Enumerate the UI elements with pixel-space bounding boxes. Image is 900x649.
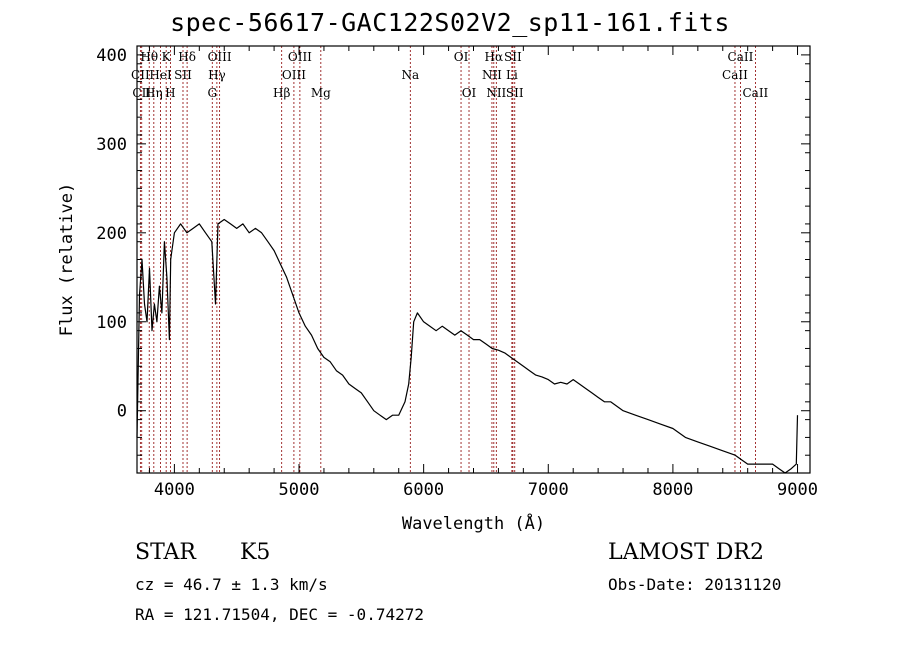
- spectral-line-label: Na: [401, 68, 419, 82]
- coordinates: RA = 121.71504, DEC = -0.74272: [135, 605, 424, 624]
- spectral-line-label: CII: [131, 68, 150, 82]
- spectral-line-label: OI: [462, 86, 477, 100]
- spectral-line-label: OIII: [288, 50, 312, 64]
- object-type: STAR: [135, 540, 196, 565]
- obs-date: Obs-Date: 20131120: [608, 575, 782, 594]
- chart-title: spec-56617-GAC122S02V2_sp11-161.fits: [170, 8, 730, 37]
- spectral-line-label: CII: [132, 86, 151, 100]
- spectral-line-label: SII: [174, 68, 192, 82]
- spectral-line-label: HeI: [149, 68, 172, 82]
- x-tick-label: 6000: [403, 480, 444, 500]
- x-axis-label: Wavelength (Å): [402, 512, 545, 534]
- spectral-line-label: Hα: [485, 50, 504, 64]
- y-tick-label: 300: [96, 135, 127, 155]
- spectral-line-label: CaII: [728, 50, 754, 64]
- x-tick-label: 8000: [652, 480, 693, 500]
- spectral-line-label: G: [207, 86, 217, 100]
- spectral-line-label: SII: [504, 50, 522, 64]
- spectral-line-label: Hθ: [140, 50, 158, 64]
- spectrum-line: [136, 218, 799, 474]
- y-axis-label: Flux (relative): [57, 183, 77, 337]
- x-tick-label: 5000: [279, 480, 320, 500]
- spectral-line-label: OIII: [208, 50, 232, 64]
- spectrum-series: [136, 218, 799, 474]
- spectral-line-label: SII: [506, 86, 524, 100]
- x-axis: 4000 5000 6000 7000 8000 9000: [148, 46, 818, 500]
- y-tick-label: 100: [96, 313, 127, 333]
- redshift-value: cz = 46.7 ± 1.3 km/s: [135, 575, 328, 594]
- plot-frame: [136, 45, 811, 474]
- spectral-line-label: Li: [506, 68, 518, 82]
- spectral-line-label: Hβ: [273, 86, 290, 100]
- y-tick-label: 0: [117, 402, 127, 422]
- spectral-line-markers: [139, 46, 756, 473]
- y-tick-label: 400: [96, 46, 127, 66]
- spectral-line-label: Hγ: [208, 68, 226, 82]
- subclass: K5: [240, 540, 271, 565]
- x-tick-label: 4000: [154, 480, 195, 500]
- spectral-line-label: CaII: [722, 68, 748, 82]
- y-tick-label: 200: [96, 224, 127, 244]
- spectral-line-label: CaII: [742, 86, 768, 100]
- spectral-line-label: K: [162, 50, 172, 64]
- spectral-line-label: H: [165, 86, 175, 100]
- spectral-line-label: NII: [486, 86, 506, 100]
- spectral-line-label: Hη: [145, 86, 163, 100]
- y-axis: 0 100 200 300 400: [96, 45, 810, 456]
- spectral-line-label: NII: [482, 68, 502, 82]
- x-tick-label: 9000: [777, 480, 818, 500]
- spectral-line-label: Hδ: [178, 50, 196, 64]
- survey-name: LAMOST DR2: [608, 540, 764, 565]
- spectral-line-label: Mg: [311, 86, 331, 100]
- spectral-line-label: OIII: [282, 68, 306, 82]
- spectral-line-labels: HθHηCIICIIHeIKHSIIHδGHγOIIIHβOIIIOIIIMgN…: [131, 50, 769, 100]
- x-tick-label: 7000: [528, 480, 569, 500]
- spectral-line-label: OI: [454, 50, 469, 64]
